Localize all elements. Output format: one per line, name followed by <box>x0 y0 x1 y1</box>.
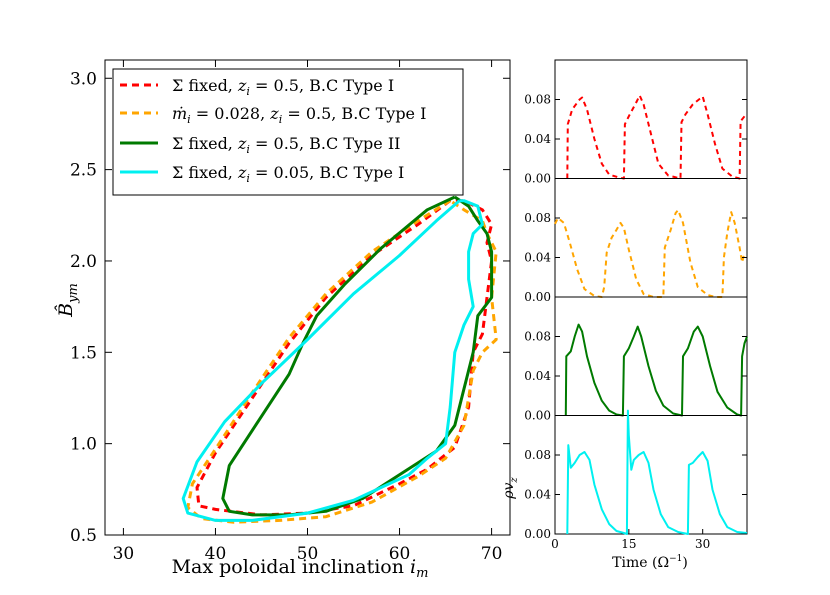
side-x-tick-label-0: 0 <box>551 537 559 551</box>
legend-box <box>112 68 464 196</box>
side-x-tick-label-1: 15 <box>621 537 636 551</box>
side-x-ticks: 0 15 30 <box>551 529 710 551</box>
side-panel-line-3 <box>566 409 748 535</box>
main-y-axis-label: B̂ym <box>55 283 81 318</box>
side-panels <box>554 59 748 535</box>
side-y-tick-label-2-0: 0.00 <box>524 409 551 423</box>
side-y-ticks: 0.00 0.04 0.08 0.00 0.04 0.08 0.00 0.04 0.08 0.00… <box>524 93 747 541</box>
side-panel-line-2 <box>564 323 748 417</box>
main-x-tick-label-0: 30 <box>113 544 135 564</box>
main-y-tick-label-0: 0.5 <box>70 526 97 546</box>
side-panel-line-1 <box>554 209 746 298</box>
main-x-tick-label-3: 60 <box>389 544 411 564</box>
main-y-tick-label-3: 2.0 <box>70 252 97 272</box>
main-x-tick-label-1: 40 <box>205 544 227 564</box>
main-x-tick-label-2: 50 <box>297 544 319 564</box>
side-y-tick-label-2-2: 0.08 <box>524 330 551 344</box>
main-series-line-2 <box>221 195 494 517</box>
main-y-ticks: 0.5 1.0 1.5 2.0 2.5 3.0 <box>70 69 510 546</box>
side-y-tick-label-2-1: 0.04 <box>524 369 551 383</box>
main-y-tick-label-1: 1.0 <box>70 435 97 455</box>
side-y-tick-label-3-1: 0.04 <box>524 488 551 502</box>
main-plot: 30 40 50 60 70 0.5 1.0 1.5 2.0 2.5 3.0 Max poloid… <box>55 59 511 581</box>
side-y-tick-label-0-1: 0.04 <box>524 132 551 146</box>
side-y-tick-label-0-0: 0.00 <box>524 172 551 186</box>
main-series-line-0 <box>195 199 494 517</box>
main-x-ticks: 30 40 50 60 70 <box>113 60 503 564</box>
side-y-tick-label-3-0: 0.00 <box>524 527 551 541</box>
main-y-tick-label-5: 3.0 <box>70 69 97 89</box>
side-x-tick-label-2: 30 <box>695 537 710 551</box>
main-y-tick-label-4: 2.5 <box>70 161 97 181</box>
side-y-tick-label-1-1: 0.04 <box>524 251 551 265</box>
legend-entry-2: Σ fixed, zi = 0.5, B.C Type II <box>172 134 400 156</box>
side-y-tick-label-1-0: 0.00 <box>524 290 551 304</box>
side-panel-frame-1 <box>554 178 748 298</box>
main-y-tick-label-2: 1.5 <box>70 343 97 363</box>
side-y-tick-label-0-2: 0.08 <box>524 93 551 107</box>
main-series <box>181 195 498 524</box>
side-panel-frame-0 <box>554 59 748 179</box>
legend-entry-1: ṁi = 0.028, zi = 0.5, B.C Type I <box>172 104 426 126</box>
main-series-line-3 <box>181 199 484 522</box>
legend: Σ fixed, zi = 0.5, B.C Type I ṁi = 0.028… <box>112 68 464 196</box>
legend-entry-3: Σ fixed, zi = 0.05, B.C Type I <box>172 163 404 185</box>
side-panel-frame-3 <box>554 415 748 535</box>
side-panel-frame-2 <box>554 296 748 416</box>
main-x-axis-label: Max poloidal inclination im <box>172 556 429 581</box>
side-y-axis-label: ρvz <box>501 477 520 500</box>
main-x-tick-label-4: 70 <box>481 544 503 564</box>
side-panel-line-0 <box>566 94 746 180</box>
side-y-tick-label-1-2: 0.08 <box>524 211 551 225</box>
side-x-axis-label: Time (Ω−1) <box>612 554 688 571</box>
legend-entry-0: Σ fixed, zi = 0.5, B.C Type I <box>172 76 394 98</box>
main-series-line-1 <box>186 199 498 524</box>
side-y-tick-label-3-2: 0.08 <box>524 448 551 462</box>
